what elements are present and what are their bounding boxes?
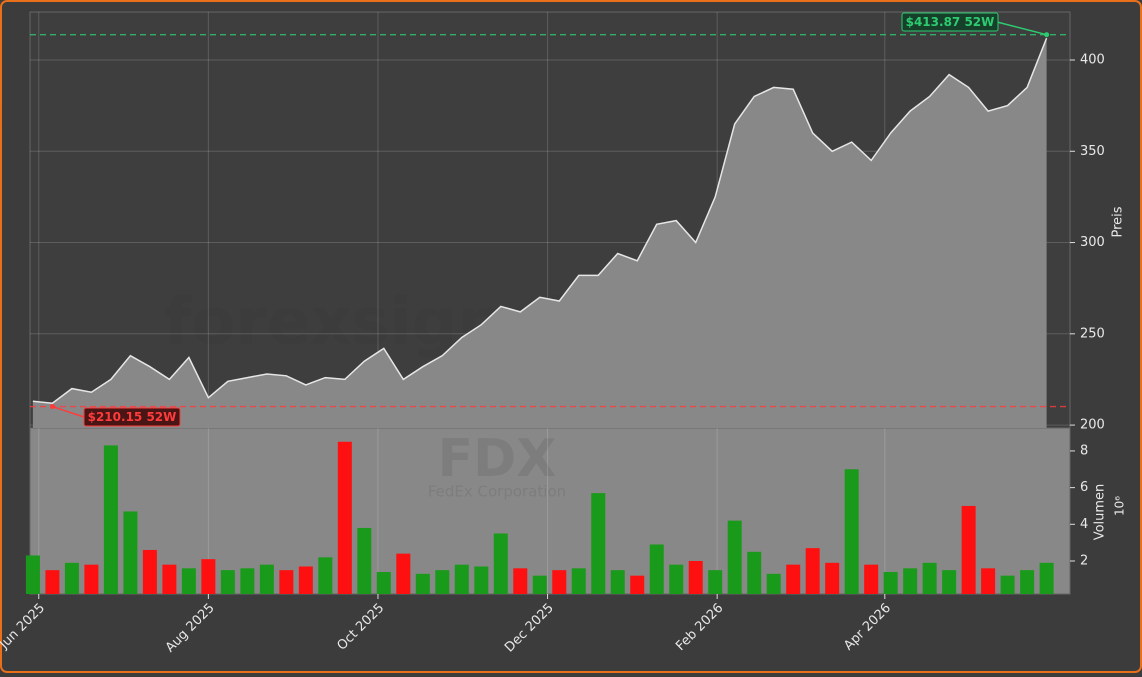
price-area xyxy=(32,38,1047,428)
volume-y-tick-label: 2 xyxy=(1080,553,1088,568)
volume-bar xyxy=(942,570,957,594)
volume-bar xyxy=(786,564,801,594)
symbol-watermark: FDX xyxy=(438,429,557,489)
volume-bar xyxy=(1039,562,1054,594)
volume-bar xyxy=(1000,575,1015,594)
volume-bar xyxy=(376,571,391,594)
annotation-box xyxy=(901,12,999,32)
y-tick-label: 350 xyxy=(1080,144,1105,159)
volume-y-tick-label: 4 xyxy=(1080,517,1088,532)
volume-bar xyxy=(747,551,762,594)
volume-bar xyxy=(591,493,606,594)
volume-y-tick-label: 8 xyxy=(1080,443,1088,458)
volume-bar xyxy=(474,566,489,594)
volume-bar xyxy=(922,562,937,594)
volume-bar xyxy=(123,511,138,594)
volume-bar xyxy=(864,564,879,594)
volume-bar xyxy=(240,568,255,594)
volume-bar xyxy=(454,564,469,594)
annotation-label: $413.87 52W xyxy=(906,15,995,29)
volume-bar xyxy=(766,573,781,594)
price-line xyxy=(32,37,1048,404)
volume-bar xyxy=(435,570,450,594)
volume-bar xyxy=(201,559,216,594)
volume-bar xyxy=(493,533,508,594)
company-watermark: FedEx Corporation xyxy=(428,483,566,501)
volume-bar xyxy=(708,570,723,594)
volume-bar xyxy=(25,555,40,594)
annotation-arrow xyxy=(52,405,85,418)
volume-bar xyxy=(727,520,742,594)
volume-bar xyxy=(981,568,996,594)
annotation-box xyxy=(83,407,181,427)
volume-unit: 10⁶ xyxy=(1113,496,1127,516)
volume-bar xyxy=(64,562,79,594)
volume-bar xyxy=(84,564,99,594)
volume-bar xyxy=(532,575,547,594)
volume-bar xyxy=(825,562,840,594)
annotation-label: $210.15 52W xyxy=(88,410,177,424)
volume-bar xyxy=(513,568,528,594)
volume-bar xyxy=(103,445,118,594)
volume-bar xyxy=(181,568,196,594)
volume-bar xyxy=(415,573,430,594)
volume-bar xyxy=(903,568,918,594)
volume-bar xyxy=(220,570,235,594)
volume-bar xyxy=(552,570,567,594)
y-axis-title: Preis xyxy=(1111,206,1126,237)
volume-bar xyxy=(318,557,333,594)
volume-bar xyxy=(610,570,625,594)
volume-bar xyxy=(844,469,859,594)
volume-bar xyxy=(630,575,645,594)
y-tick-label: 200 xyxy=(1080,418,1105,433)
volume-bar xyxy=(805,548,820,594)
volume-bar xyxy=(1020,570,1035,594)
volume-bar xyxy=(669,564,684,594)
y-tick-label: 300 xyxy=(1080,235,1105,250)
y-tick-label: 250 xyxy=(1080,326,1105,341)
volume-bar xyxy=(649,544,664,594)
volume-bar xyxy=(688,560,703,594)
volume-bar xyxy=(337,441,352,594)
annotation-point xyxy=(49,404,55,410)
annotation-arrow xyxy=(996,21,1047,36)
volume-bar xyxy=(571,568,586,594)
volume-y-tick-label: 6 xyxy=(1080,480,1088,495)
volume-bar xyxy=(259,564,274,594)
volume-bar xyxy=(298,566,313,594)
volume-axis-title: Volumen xyxy=(1093,484,1108,541)
volume-bar xyxy=(357,527,372,594)
annotation-point xyxy=(1044,32,1050,38)
volume-bar xyxy=(162,564,177,594)
volume-bar xyxy=(142,549,157,594)
volume-bar xyxy=(883,571,898,594)
volume-bar xyxy=(45,570,60,594)
volume-bar xyxy=(961,505,976,594)
volume-bar xyxy=(279,570,294,594)
volume-bar xyxy=(396,553,411,594)
y-tick-label: 400 xyxy=(1080,53,1105,68)
